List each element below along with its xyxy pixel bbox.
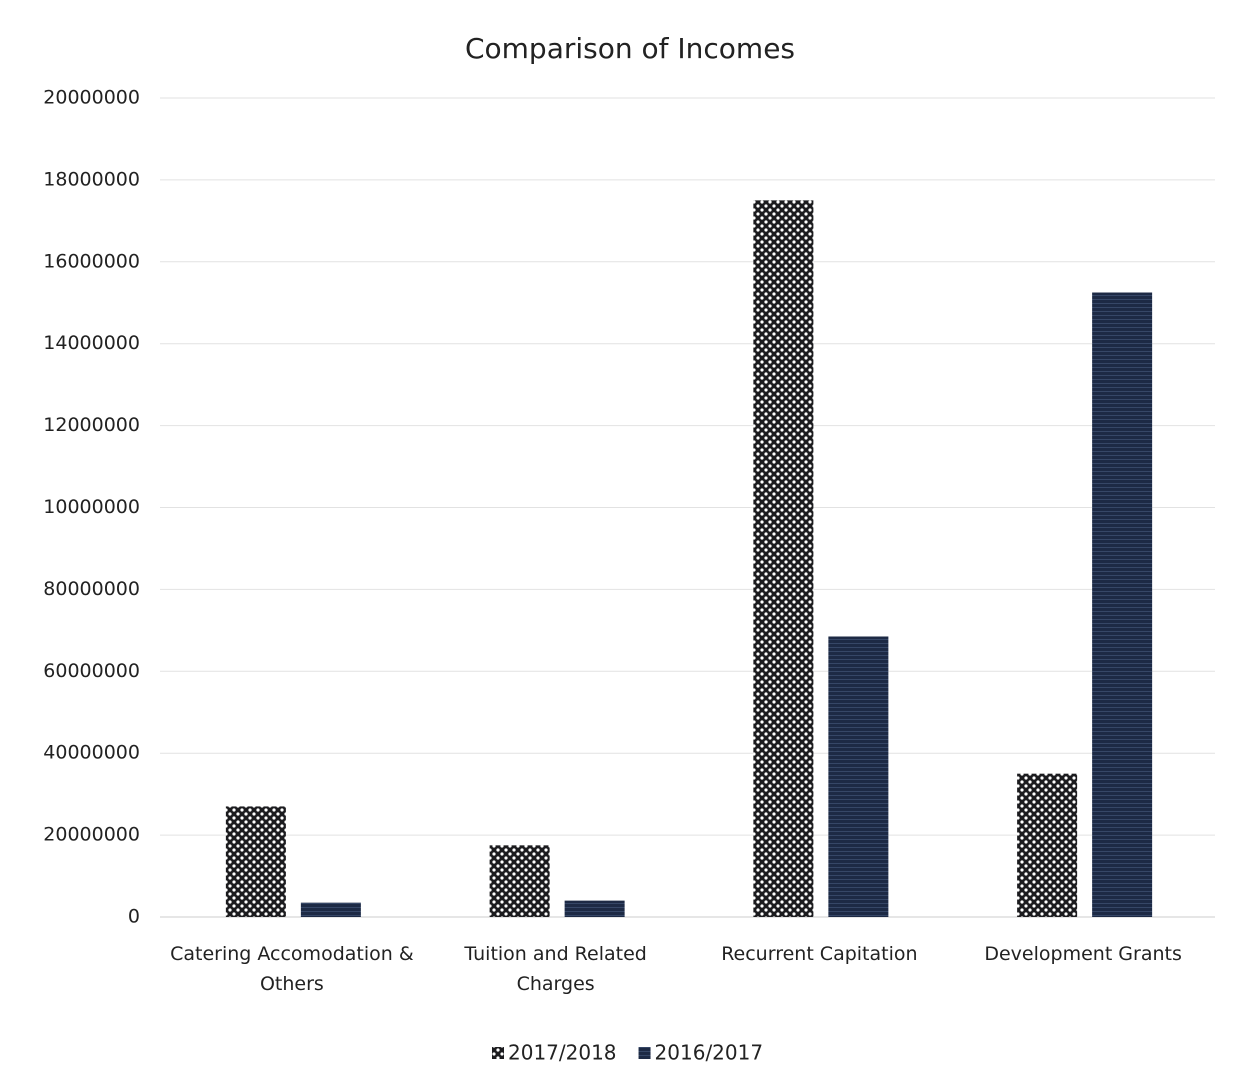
legend-swatch <box>492 1047 504 1059</box>
legend-label: 2017/2018 <box>508 1041 617 1065</box>
y-tick-label: 18000000 <box>43 168 140 190</box>
y-tick-label: 12000000 <box>43 414 140 436</box>
bar <box>489 845 550 917</box>
y-tick-label: 0 <box>128 906 140 928</box>
y-tick-label: 20000000 <box>43 87 140 109</box>
bar <box>300 902 361 917</box>
bar <box>828 636 889 917</box>
bar <box>753 200 814 917</box>
x-tick-label: Recurrent Capitation <box>721 943 918 965</box>
bar <box>225 806 286 917</box>
legend-label: 2016/2017 <box>655 1041 764 1065</box>
bar <box>1092 292 1153 917</box>
bar <box>564 900 625 917</box>
y-tick-label: 40000000 <box>43 742 140 764</box>
y-tick-label: 20000000 <box>43 824 140 846</box>
bar <box>1017 773 1078 917</box>
y-tick-label: 60000000 <box>43 660 140 682</box>
y-tick-label: 10000000 <box>43 496 140 518</box>
x-tick-label: Catering Accomodation & Others <box>170 943 414 995</box>
y-tick-label: 14000000 <box>43 332 140 354</box>
x-tick-label: Development Grants <box>984 943 1182 965</box>
x-tick-label: Tuition and Related Charges <box>464 943 647 995</box>
y-tick-label: 16000000 <box>43 250 140 272</box>
legend-swatch <box>638 1047 651 1059</box>
chart-title: Comparison of Incomes <box>465 32 795 65</box>
y-tick-label: 80000000 <box>43 578 140 600</box>
